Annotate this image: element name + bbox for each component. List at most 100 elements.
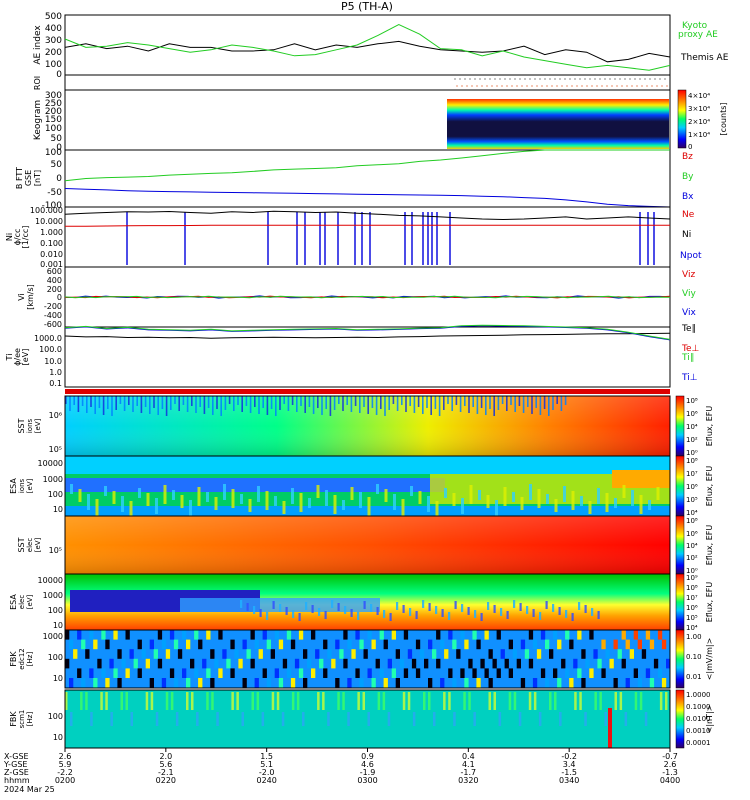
- roi-dot: [456, 85, 458, 87]
- sst-ion-cbar-tick: 10²: [686, 436, 698, 444]
- esa-ion-streak: [418, 491, 422, 504]
- fbk-e-cell: [202, 658, 207, 669]
- sst-ion-streak: [564, 396, 567, 405]
- fbk-b-cell: [65, 692, 68, 710]
- x-tick-label: 2.0: [159, 752, 172, 761]
- sst-ion-streak: [65, 396, 67, 404]
- fbk-e-cell: [496, 668, 501, 678]
- sst-ion-streak: [270, 396, 273, 409]
- sst-ion-streak: [543, 396, 546, 409]
- fbk-e-cell: [472, 668, 477, 678]
- bfield-tick-label: 100: [45, 148, 62, 158]
- fbk-b-cell: [493, 692, 496, 710]
- fbk-e-cell: [81, 678, 86, 688]
- esa-ion-streak: [129, 501, 133, 520]
- series-ni: [64, 210, 671, 221]
- roi-dot: [526, 85, 528, 87]
- roi-dot: [599, 78, 601, 80]
- fbk-b-cell: [85, 692, 88, 710]
- fbk-e-cell: [532, 639, 538, 650]
- roi-dot: [601, 85, 603, 87]
- roi-dot: [644, 78, 646, 80]
- fbk-e-cell: [371, 639, 376, 650]
- fbk-e-cell: [403, 630, 409, 640]
- panel-keogram: Keogram 300 250 200 150 100 50 0 4×10⁴ 3…: [33, 89, 728, 153]
- fbk-e-cell: [327, 649, 332, 659]
- fbk-e-cell: [633, 668, 638, 678]
- roi-dots: [454, 78, 668, 87]
- fbk-e-cell: [242, 678, 247, 688]
- sst-ion-streak: [86, 396, 88, 413]
- fbk-b-cell: [402, 692, 406, 710]
- x-tick-label: 0220: [156, 776, 176, 785]
- keogram-tick-label: 100: [45, 124, 62, 134]
- fbk-e-cell: [573, 658, 578, 669]
- sst-ion-streak: [321, 396, 323, 415]
- fbk-e-sublabel: [Hz]: [26, 652, 34, 667]
- fbk-e-tick-label: 100: [48, 653, 63, 662]
- esa-ion-streak: [461, 498, 464, 514]
- fbk-e-cell: [190, 658, 195, 669]
- ae-tick-label: 0: [56, 70, 62, 80]
- sst-ion-streak: [506, 396, 508, 411]
- esa-ion-streak: [138, 488, 141, 498]
- sst-ion-streak: [279, 396, 281, 410]
- esa-ion-streak: [580, 496, 583, 506]
- fbk-e-cell: [460, 630, 465, 640]
- fbk-e-cell: [649, 639, 655, 650]
- fbk-e-cell: [637, 678, 642, 688]
- temp-tick-label: 1000.0: [34, 334, 62, 343]
- sst-ion-streak: [464, 396, 466, 406]
- esa-ion-streak: [197, 487, 201, 506]
- fbk-e-cell: [403, 668, 409, 678]
- fbk-e-cell: [262, 630, 267, 640]
- fbk-e-cell: [210, 678, 215, 688]
- sst-ion-streak: [510, 396, 512, 405]
- sst-ion-streak: [426, 396, 428, 408]
- fbk-e-cell: [93, 678, 98, 688]
- fbk-b-cell: [261, 712, 265, 726]
- density-tick-label: 1.000: [40, 228, 63, 237]
- fbk-b-cbar-tick: 0.0100: [686, 715, 711, 723]
- velocity-tick-label: 0: [57, 293, 62, 302]
- esa-elec-streak: [448, 612, 451, 620]
- esa-elec-cbar-tick: 10⁵: [686, 614, 698, 622]
- esa-ion-colorbar: [675, 455, 685, 517]
- roi-dot: [474, 78, 476, 80]
- temp-tick-label: 1.0: [49, 368, 62, 377]
- esa-ion-streak: [554, 499, 558, 512]
- sst-ion-streak: [119, 396, 122, 404]
- esa-ion-streak: [656, 487, 660, 500]
- fbk-e-cell: [303, 678, 308, 688]
- roi-dot: [529, 78, 531, 80]
- fbk-e-cell: [621, 658, 626, 669]
- esa-elec-streak: [454, 601, 457, 609]
- sst-elec-colorbar: [675, 515, 685, 575]
- fbk-e-cell: [428, 678, 433, 688]
- roi-dot: [659, 78, 661, 80]
- velocity-tick-label: 200: [47, 285, 62, 294]
- roi-dot: [604, 78, 606, 80]
- esa-elec-streak: [253, 606, 256, 614]
- fbk-b-cell: [357, 692, 360, 710]
- fbk-e-cell: [149, 678, 154, 688]
- sst-ion-streak: [195, 396, 197, 413]
- fbk-e-cell: [230, 639, 235, 650]
- fbk-e-cell: [440, 678, 445, 688]
- fbk-b-cell: [211, 692, 214, 710]
- esa-elec-streak: [500, 608, 503, 616]
- roi-dot: [609, 78, 611, 80]
- fbk-e-cell: [319, 658, 324, 669]
- esa-ion-streak: [495, 500, 498, 516]
- esa-ion-tick-label: 100: [48, 490, 63, 499]
- sst-ion-streak: [422, 396, 424, 414]
- x-axis: X-GSE Y-GSE Z-GSE hhmm 2024 Mar 25 2.65.…: [3, 748, 680, 794]
- esa-elec-streak: [246, 603, 249, 611]
- esa-elec-streak: [240, 600, 243, 608]
- fbk-e-cell: [347, 639, 352, 650]
- roi-dot: [509, 78, 511, 80]
- fbk-e-cell: [282, 658, 288, 669]
- esa-elec-sublabel: [eV]: [26, 594, 34, 609]
- fbk-e-cell: [504, 658, 509, 669]
- fbk-e-cell: [456, 649, 461, 659]
